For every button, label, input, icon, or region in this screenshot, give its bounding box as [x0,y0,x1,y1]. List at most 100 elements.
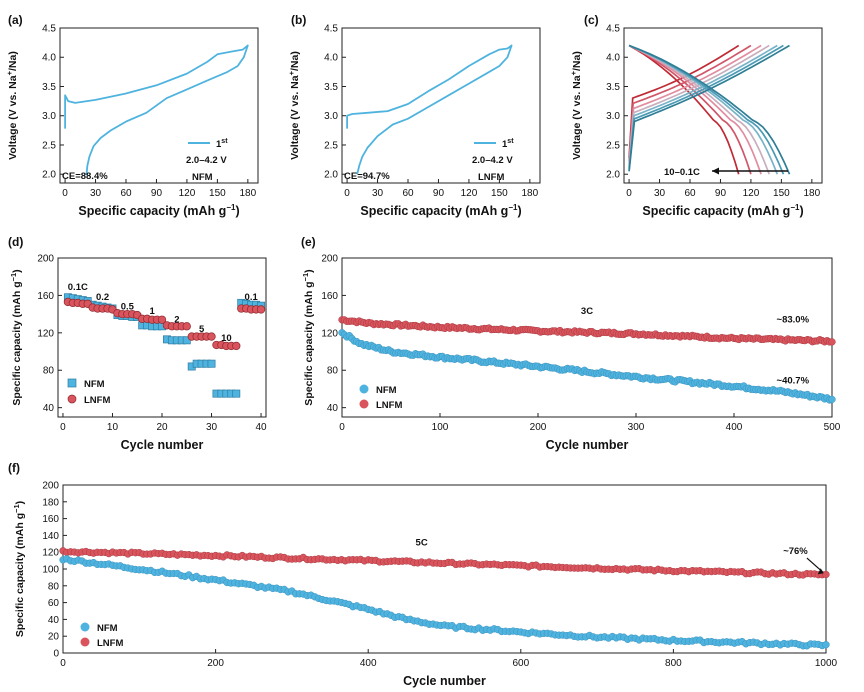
y-tick-label: 3.5 [606,82,620,93]
y-tick-label: 2.0 [42,170,56,181]
x-tick-label: 90 [433,188,445,199]
rate-arrow-head [712,167,719,175]
panel-label: (e) [301,235,316,249]
legend-label-sup: st [507,138,514,145]
material-annotation: NFM [192,172,213,183]
y-axis-label-text: Voltage (V vs. Na [571,75,583,160]
y-tick-label: 120 [42,548,59,559]
x-tick-label: 800 [665,658,682,669]
nfm-point [822,641,830,649]
y-tick-label: 160 [321,291,338,302]
x-axis-label-sup: −1 [508,203,518,212]
y-axis-label: Specific capacity (mAh g−1) [301,269,315,405]
y-axis-label-sup: −1 [12,504,21,513]
plot-frame [59,27,259,184]
panel-f: (f) 0 200 400 600 800 1000 0 20 40 60 80 100 120 140 16… [8,461,838,688]
y-axis-label: Voltage (V vs. Na+/Na) [5,51,19,160]
y-tick-label: 60 [48,598,60,609]
x-tick-label: 400 [360,658,377,669]
x-axis-label-text: Specific capacity (mAh g [360,204,508,218]
y-tick-label: 3.5 [42,82,56,93]
x-tick-label: 120 [179,188,196,199]
x-tick-label: 200 [207,658,224,669]
x-tick-label: 0 [344,188,350,199]
discharge-curve-0.1C [628,44,791,175]
x-tick-label: 60 [684,188,696,199]
x-tick-label: 150 [773,188,790,199]
x-axis-label: Cycle number [121,438,204,452]
x-axis-label: Specific capacity (mAh g−1) [360,203,521,218]
legend-label-text: 1 [216,139,222,150]
legend-nfm-marker [67,378,77,388]
x-axis-label-text: Cycle number [403,674,486,688]
voltage-curve [64,44,249,176]
panel-b: (b) 0 30 60 90 120 150 180 2.0 2.5 3.0 3.5 4.0 4.5 Spe… [287,13,541,218]
x-tick-label: 0 [60,658,66,669]
y-tick-label: 180 [42,497,59,508]
y-axis-label-sup: −1 [301,273,310,282]
y-axis-label-end: ) [11,269,23,273]
y-tick-label: 3.0 [42,111,56,122]
panel-label: (d) [8,235,23,249]
y-tick-label: 3.0 [606,111,620,122]
nfm-retention: ~40.7% [777,375,810,386]
y-tick-label: 140 [42,531,59,542]
voltage-range-annotation: 2.0–4.2 V [186,155,227,166]
x-tick-label: 90 [715,188,727,199]
ce-annotation: CE=94.7% [344,171,390,182]
y-axis-label: Specific capacity (mAh g−1) [12,501,26,637]
panel-label: (f) [8,461,20,475]
x-axis-label-end: ) [235,204,239,218]
lnfm-point [182,322,191,331]
y-tick-label: 0 [53,649,59,660]
legend-lnfm-label: LNFM [84,395,110,406]
x-tick-label: 120 [743,188,760,199]
panel-d: (d) 0 10 20 30 40 40 80 120 160 200 Cycle number Spe… [8,235,267,452]
y-tick-label: 3.0 [324,111,338,122]
legend-nfm-label: NFM [376,385,397,396]
y-tick-label: 80 [327,366,339,377]
y-tick-label: 20 [48,632,60,643]
rate-range-annotation: 10–0.1C [664,167,700,178]
x-axis-label: Cycle number [546,438,629,452]
x-axis-label-text: Cycle number [121,438,204,452]
x-tick-label: 150 [209,188,226,199]
legend-nfm-marker [359,384,369,394]
x-tick-label: 150 [491,188,508,199]
y-tick-label: 2.5 [324,140,338,151]
y-axis-label-text: Voltage (V vs. Na [289,75,301,160]
x-axis-label-text: Specific capacity (mAh g [78,204,226,218]
x-tick-label: 30 [654,188,666,199]
x-tick-label: 60 [402,188,414,199]
rate-label: 0.1C [68,282,88,293]
legend-lnfm-marker [80,637,90,647]
lnfm-point [207,332,216,341]
y-tick-label: 40 [327,403,339,414]
panel-label: (c) [584,13,599,27]
panel-label: (b) [291,13,306,27]
rate-label: 0.2 [96,292,109,303]
y-tick-label: 4.0 [42,53,56,64]
x-tick-label: 20 [156,422,168,433]
y-tick-label: 2.0 [606,170,620,181]
y-axis-label: Specific capacity (mAh g−1) [9,269,23,405]
lnfm-point [232,341,241,351]
nfm-point [828,395,836,404]
nfm-point [207,359,216,368]
plot-frame [623,27,823,184]
y-tick-label: 2.5 [606,140,620,151]
y-axis-label-end: /Na) [7,51,19,71]
voltage-curve [346,44,513,175]
legend-label-sup: st [221,138,228,145]
legend-nfm-label: NFM [97,623,118,634]
y-axis-label-text: Specific capacity (mAh g [14,513,26,637]
y-tick-label: 2.5 [42,140,56,151]
legend-lnfm-marker [359,399,369,409]
y-axis-label-text: Voltage (V vs. Na [7,75,19,160]
x-tick-label: 30 [206,422,218,433]
x-tick-label: 180 [804,188,821,199]
y-tick-label: 4.0 [324,53,338,64]
legend-lnfm-label: LNFM [97,638,123,649]
plot-frame [341,257,833,418]
